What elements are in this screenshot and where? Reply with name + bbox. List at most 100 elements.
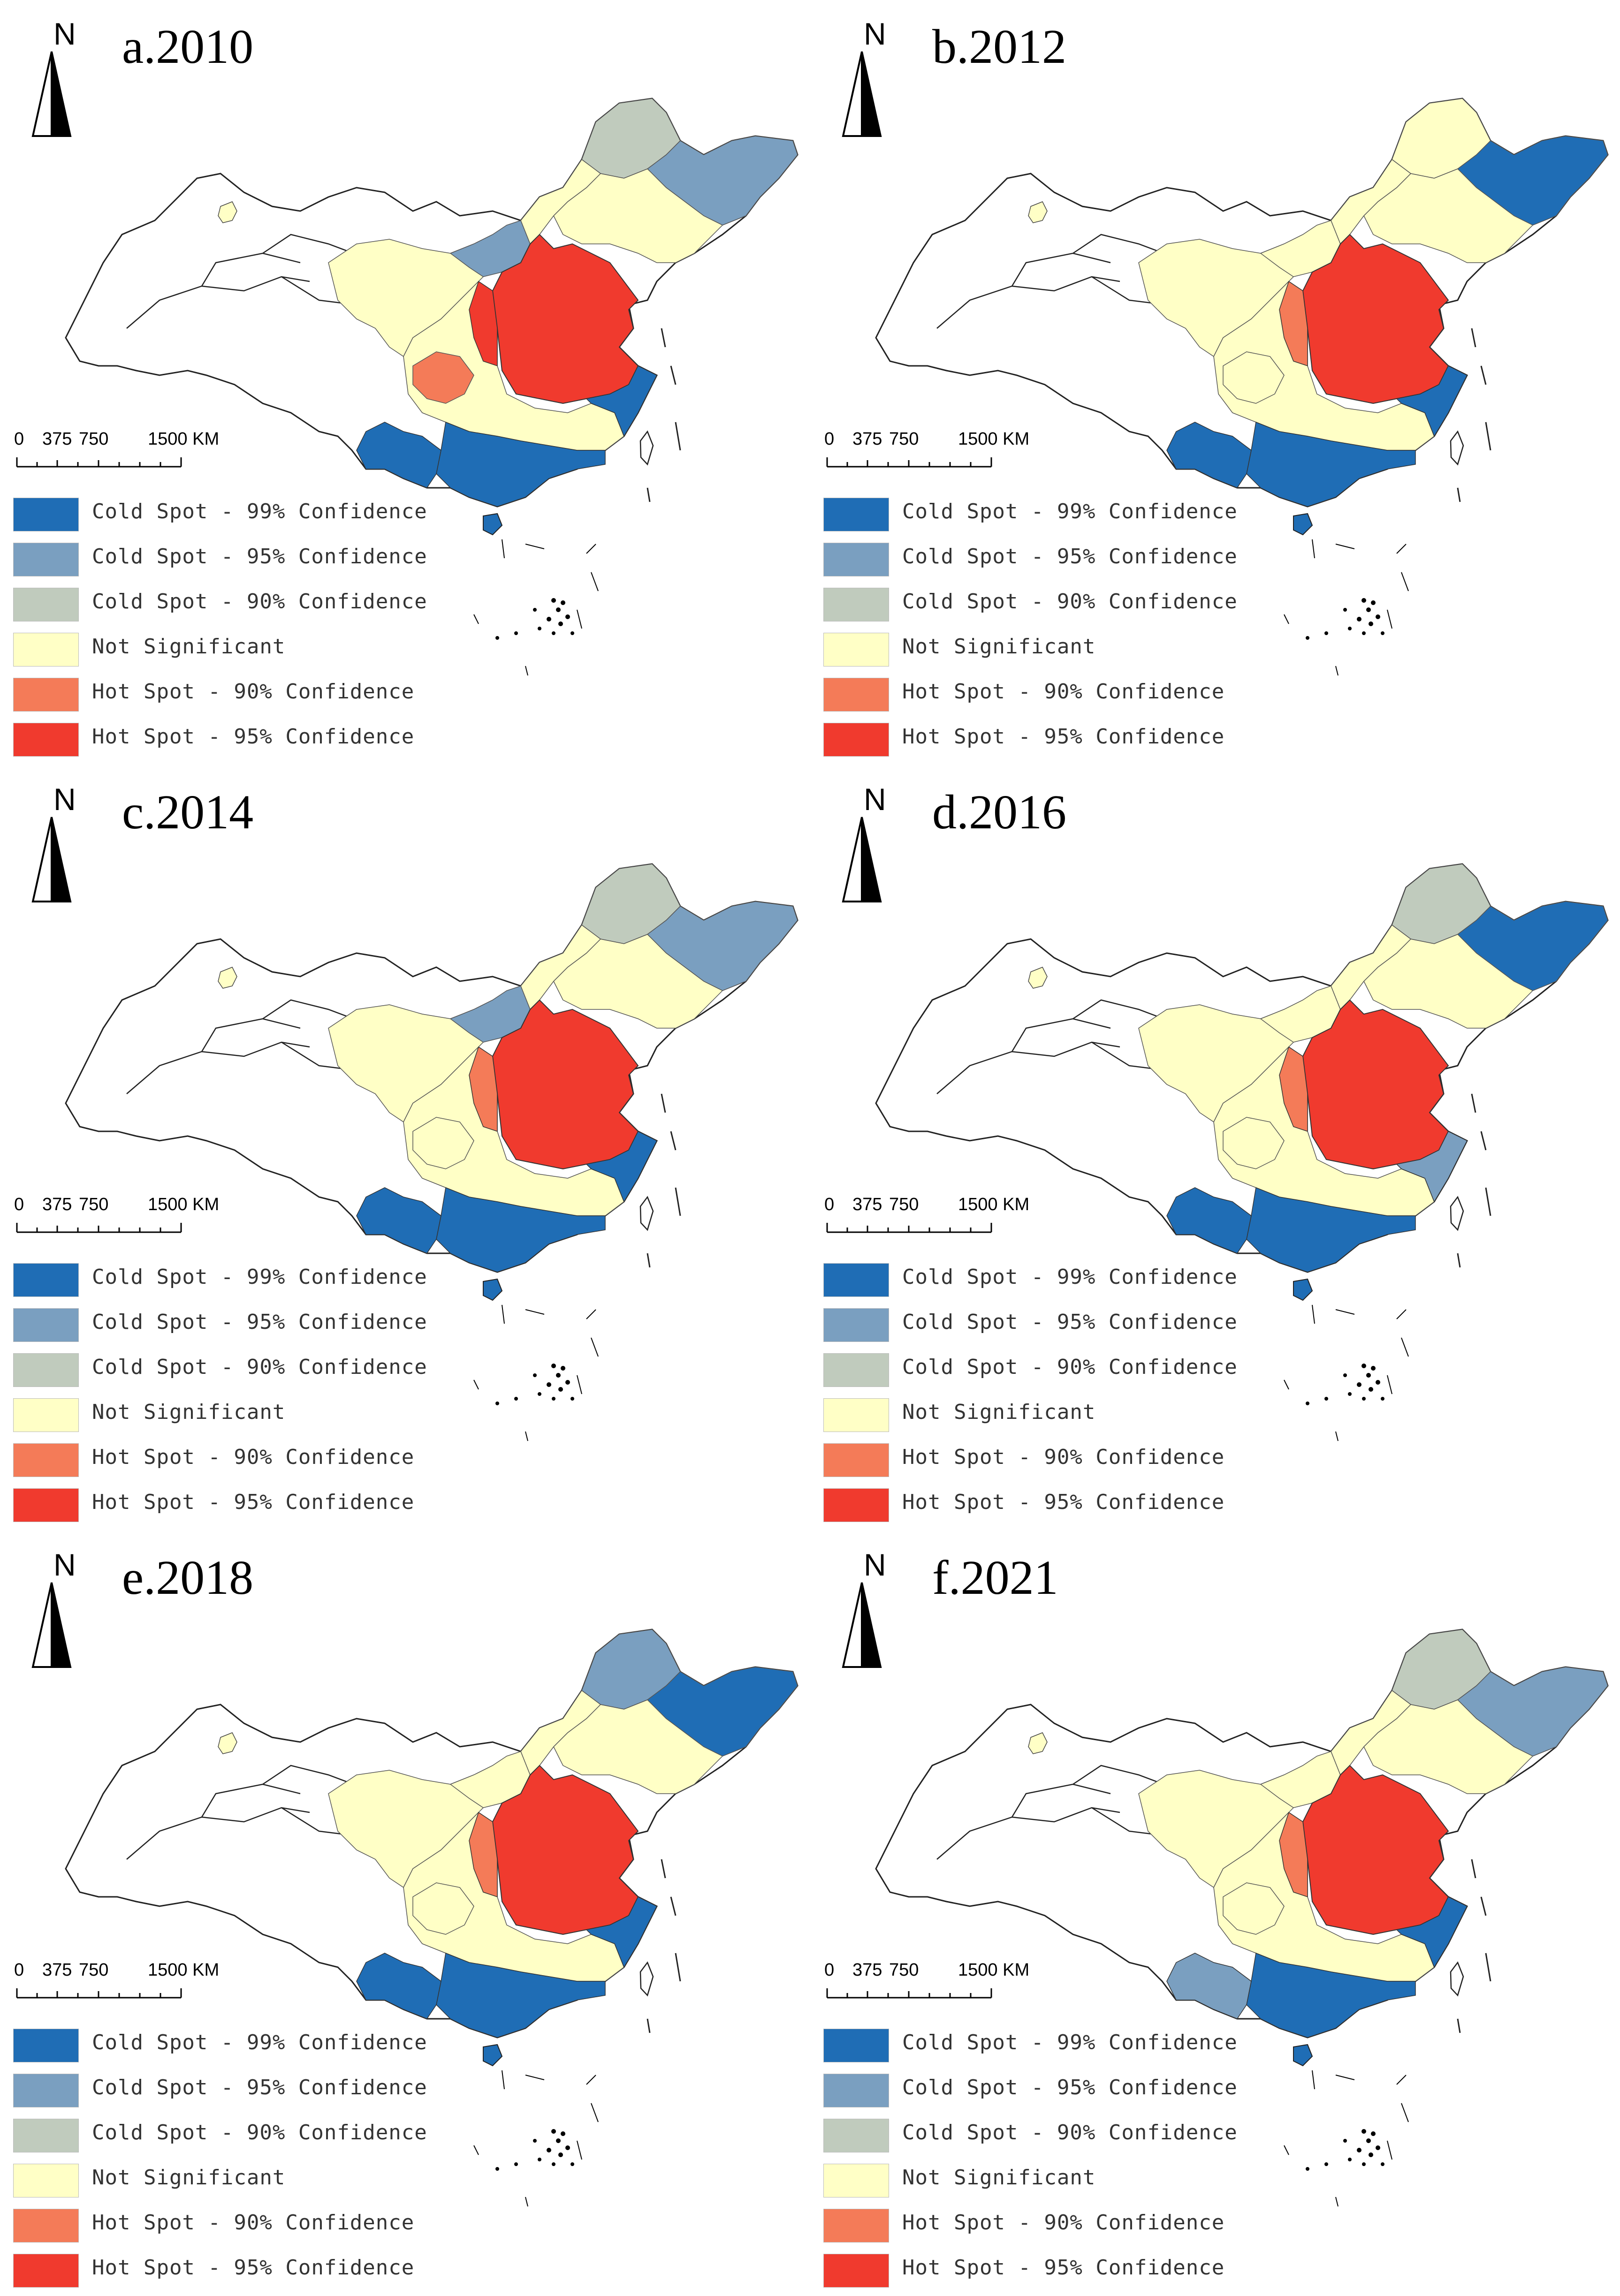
north-arrow-icon [842, 1582, 882, 1668]
legend-label: Hot Spot - 90% Confidence [902, 2211, 1225, 2235]
legend-swatch [823, 543, 889, 576]
panel-title: f.2021 [932, 1551, 1058, 1605]
scale-label-0: 0 [824, 1960, 835, 1980]
legend-item-cold95: Cold Spot - 95% Confidence [823, 1305, 1246, 1350]
scale-ticks [826, 457, 992, 468]
legend-item-ns: Not Significant [823, 1395, 1246, 1440]
legend-swatch [823, 2074, 889, 2107]
north-label: N [864, 1547, 886, 1582]
north-arrow: N [19, 1540, 84, 1676]
east-coast-islands [646, 1093, 681, 1268]
scale-label-375: 375 [852, 1960, 882, 1980]
north-label: N [53, 782, 76, 817]
island-taiwan [1450, 1961, 1464, 1997]
island-hainan [483, 513, 503, 536]
legend-swatch [13, 633, 79, 667]
legend-item-cold95: Cold Spot - 95% Confidence [823, 540, 1246, 585]
scale-label-0: 0 [14, 1195, 24, 1214]
south-china-sea-islands [1284, 539, 1409, 676]
legend-label: Cold Spot - 95% Confidence [902, 545, 1238, 568]
panel-title: c.2014 [122, 785, 254, 839]
legend-label: Hot Spot - 95% Confidence [902, 2256, 1225, 2280]
scale-label-1500: 1500 KM [958, 1960, 1030, 1980]
legend-swatch [13, 2074, 79, 2107]
region-southeast [586, 1130, 658, 1203]
legend-item-hot95: Hot Spot - 95% Confidence [823, 2251, 1246, 2296]
legend-swatch [823, 678, 889, 712]
legend-item-cold99: Cold Spot - 99% Confidence [13, 1260, 435, 1305]
legend-item-hot90: Hot Spot - 90% Confidence [13, 675, 435, 720]
scale-label-375: 375 [42, 1195, 72, 1214]
scale-bar: 0 375 750 1500 KM [14, 1960, 219, 2002]
legend-label: Cold Spot - 95% Confidence [92, 545, 427, 568]
legend-label: Hot Spot - 95% Confidence [902, 1490, 1225, 1514]
scale-label-750: 750 [889, 1195, 919, 1214]
region-southeast [1396, 1896, 1468, 1968]
legend-label: Not Significant [902, 635, 1096, 659]
region-hot-edge [469, 1046, 498, 1132]
region-south [1246, 421, 1416, 507]
province-boundaries-west [936, 234, 1205, 329]
region-southwest [1166, 422, 1252, 488]
north-arrow-icon [31, 1582, 72, 1668]
legend-label: Cold Spot - 99% Confidence [92, 500, 427, 523]
north-label: N [864, 782, 886, 817]
legend-label: Cold Spot - 95% Confidence [902, 1310, 1238, 1334]
legend-item-cold90: Cold Spot - 90% Confidence [823, 2116, 1246, 2161]
legend-swatch [13, 1308, 79, 1342]
island-hainan [1293, 2044, 1313, 2067]
legend-label: Cold Spot - 99% Confidence [902, 2031, 1238, 2054]
legend-item-cold90: Cold Spot - 90% Confidence [823, 585, 1246, 630]
east-coast-islands [1457, 1859, 1491, 2033]
legend-swatch [823, 633, 889, 667]
region-south [436, 1952, 606, 2038]
north-arrow: N [829, 1540, 895, 1676]
legend-label: Not Significant [92, 635, 286, 659]
legend-swatch [823, 2029, 889, 2062]
east-coast-islands [1457, 328, 1491, 502]
region-southwest-patch [412, 1117, 474, 1169]
legend-item-cold99: Cold Spot - 99% Confidence [13, 495, 435, 540]
region-xinjiang-patch [218, 1732, 237, 1754]
map-panel-2: N c.2014 0 375 750 1500 KM Cold Spot - 9… [0, 765, 810, 1531]
region-southwest [356, 422, 441, 488]
scale-label-750: 750 [79, 429, 109, 449]
scale-ticks [826, 1223, 992, 1233]
china-map [65, 98, 799, 676]
legend-label: Cold Spot - 90% Confidence [92, 1355, 427, 1379]
legend: Cold Spot - 99% Confidence Cold Spot - 95… [823, 1260, 1246, 1531]
scale-bar: 0 375 750 1500 KM [14, 1195, 219, 1237]
region-hot-edge [469, 280, 498, 367]
legend-item-cold95: Cold Spot - 95% Confidence [823, 2071, 1246, 2116]
legend-label: Cold Spot - 99% Confidence [92, 2031, 427, 2054]
south-china-sea-islands [473, 539, 599, 676]
south-china-sea-islands [1284, 1304, 1409, 1441]
region-hot-edge [1279, 1811, 1308, 1898]
panel-title: d.2016 [932, 785, 1066, 839]
scale-label-1500: 1500 KM [148, 1960, 220, 1980]
scale-label-750: 750 [79, 1960, 109, 1980]
legend-item-hot95: Hot Spot - 95% Confidence [13, 720, 435, 765]
island-hainan [1293, 1278, 1313, 1301]
legend-swatch [13, 2209, 79, 2243]
legend-item-cold90: Cold Spot - 90% Confidence [13, 1350, 435, 1395]
legend-label: Not Significant [902, 1400, 1096, 1424]
north-label: N [53, 16, 76, 51]
region-xinjiang-patch [218, 967, 237, 989]
scale-label-750: 750 [889, 1960, 919, 1980]
region-xinjiang-patch [218, 201, 237, 223]
panel-title: e.2018 [122, 1551, 254, 1605]
legend-label: Hot Spot - 95% Confidence [92, 725, 415, 749]
region-southeast [1396, 1130, 1468, 1203]
scale-ticks [16, 1988, 182, 1999]
region-southwest-patch [1223, 1882, 1285, 1935]
map-panel-5: N f.2021 0 375 750 1500 KM Cold Spot - 9… [810, 1531, 1620, 2296]
legend-label: Hot Spot - 95% Confidence [92, 1490, 415, 1514]
legend-label: Cold Spot - 99% Confidence [92, 1265, 427, 1289]
province-boundaries-west [126, 234, 395, 329]
scale-bar: 0 375 750 1500 KM [14, 429, 219, 471]
region-xinjiang-patch [1028, 967, 1048, 989]
legend-label: Cold Spot - 95% Confidence [902, 2076, 1238, 2099]
island-taiwan [1450, 430, 1464, 466]
region-hot-edge [1279, 280, 1308, 367]
